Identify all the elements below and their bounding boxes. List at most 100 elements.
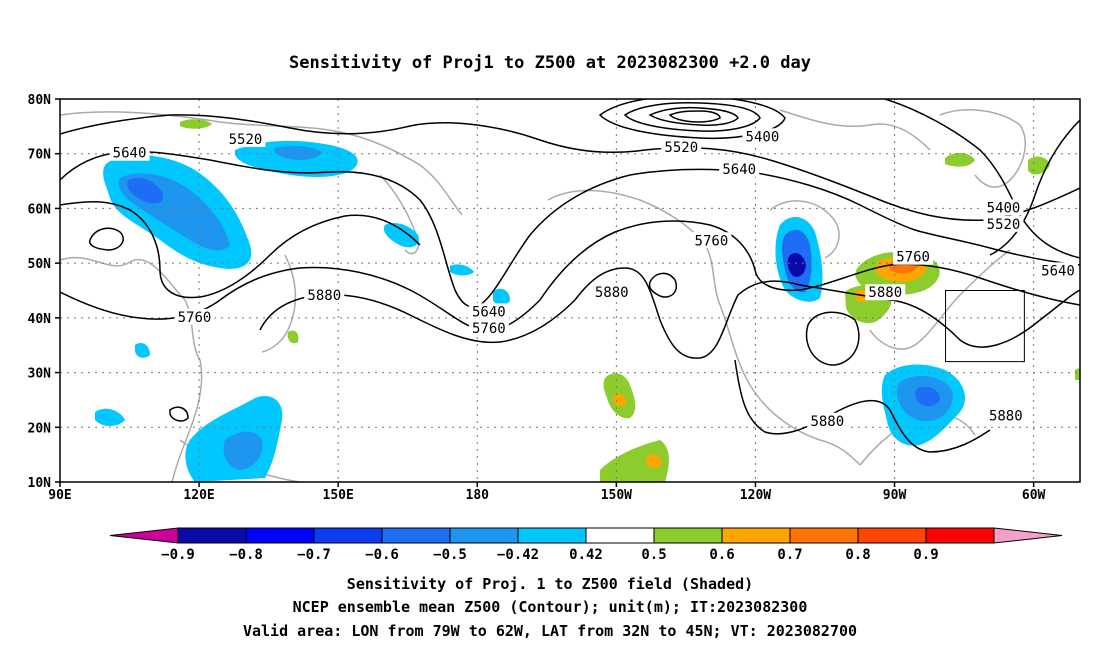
lon-tick-label: 90E [48,488,71,503]
contour-label-bg-5 [468,319,509,336]
shade-positive-east-coast [1075,368,1080,380]
contour-label-bg-16 [807,412,848,429]
lon-tick-label: 90W [883,488,907,503]
contour-asia-loop [89,227,124,251]
contour-5640-pacific [209,159,1080,308]
contour-label: 5640 [113,146,147,162]
contour-arctic-low-3 [648,106,739,126]
contour-label-bg-14 [983,215,1024,232]
coastline-siberia [60,111,463,216]
colorbar-label: −0.8 [229,547,263,563]
contour-label: 5880 [595,285,629,301]
colorbar-bin-9 [789,527,859,544]
contour-label: 5640 [1041,263,1075,279]
contour-label: 5640 [472,304,506,320]
contour-label-bg-10 [719,161,760,178]
contour-label-bg-15 [1038,262,1078,279]
colorbar-bin-2 [313,527,383,544]
shade-kamchatka [383,223,419,248]
shade-siberia-core [127,178,164,204]
shade-positive-tropical [600,440,669,482]
colorbar-label: −0.9 [161,547,195,563]
lat-tick-label: 80N [28,93,52,108]
contour-label: 5880 [868,285,902,301]
shade-philippine [95,408,125,426]
colorbar-label: −0.5 [433,547,467,563]
colorbar-label: 0.42 [569,547,603,563]
contour-east-arctic-1 [884,99,1080,259]
coastline-alaska [547,189,721,306]
contour-5880-na [799,284,1080,348]
contour-label: 5880 [989,408,1023,424]
coastline-hudson-bay [769,200,840,259]
lon-tick-label: 120E [183,488,214,503]
contour-5880-lower [734,359,991,453]
contour-label-bg-2 [174,308,215,325]
contour-labels: 5520564057605880564057605880576055205400… [109,128,1078,430]
contour-label: 5880 [810,414,844,430]
colorbar-right-arrow [993,527,1063,544]
colorbar-bin-1 [245,527,315,544]
colorbar-bin-6 [585,527,655,544]
colorbar-bin-4 [449,527,519,544]
map-frame [59,98,1081,483]
coastline-japan [261,254,297,353]
shade-caribbean-core [915,386,940,407]
caption-line-3: Valid area: LON from 79W to 62W, LAT fro… [243,622,857,640]
contour-label: 5520 [229,132,263,148]
lon-tick-label: 180 [466,488,490,503]
colorbar-bin-11 [925,527,995,544]
figure-title: Sensitivity of Proj1 to Z500 at 20230823… [289,53,811,73]
colorbar-left-arrow [109,527,179,544]
colorbar-label: −0.42 [497,547,539,563]
contour-south-pacific [169,406,189,422]
lat-tick-label: 70N [28,148,52,163]
colorbar-bin-0 [177,527,247,544]
colorbar-bin-5 [517,527,587,544]
caption-line-2: NCEP ensemble mean Z500 (Contour); unit(… [293,598,808,616]
shade-positive-asia [287,330,299,344]
coastlines [60,109,1026,482]
colorbar-label: 0.7 [777,547,802,563]
contour-label-bg-0 [225,131,266,148]
contour-label: 5760 [472,321,506,337]
colorbar-bin-8 [721,527,791,544]
shade-dateline [493,288,510,306]
contour-5880-pacific [574,267,801,359]
contour-arctic-low-4 [668,110,721,123]
contour-label-bg-13 [983,199,1024,216]
colorbar-label: 0.9 [913,547,938,563]
shade-arctic-strip-core [274,145,322,160]
contour-label: 5760 [896,250,930,266]
contour-label: 5520 [664,140,698,156]
lon-tick-label: 150E [323,488,354,503]
lat-tick-label: 50N [28,257,52,272]
contour-arctic-low-2 [623,102,761,132]
axis-ticks: 90E 120E 150E 180 150W 120W 90W 60W 10N 20N 30N 40N… [28,93,1046,503]
colorbar-bin-10 [857,527,927,544]
valid-area-box [945,290,1025,363]
coastline-north-america-east [869,249,1011,350]
contour-label-bg-4 [468,303,509,320]
map-panel: 5520564057605880564057605880576055205400… [28,93,1081,503]
lon-tick-label: 150W [601,488,632,503]
lat-tick-label: 10N [28,476,52,491]
contour-label-bg-12 [865,284,906,301]
contour-5880-asia [259,293,576,344]
shade-positive-tropical-core [646,454,662,468]
contour-label: 5880 [307,288,341,304]
lat-tick-label: 40N [28,312,52,327]
coastline-greenland [939,109,1026,188]
caption-line-1: Sensitivity of Proj. 1 to Z500 field (Sh… [347,575,753,593]
contour-label-bg-9 [742,128,783,145]
shade-positive-pacific-core [613,394,627,407]
colorbar-label: 0.8 [845,547,870,563]
shade-positive-greenland [945,152,975,167]
lat-tick-label: 20N [28,421,52,436]
contour-label-bg-8 [661,139,702,156]
contour-east-arctic-2 [989,119,1080,256]
contour-label-bg-17 [985,407,1026,424]
contour-label: 5520 [987,217,1021,233]
lon-tick-label: 60W [1022,488,1046,503]
